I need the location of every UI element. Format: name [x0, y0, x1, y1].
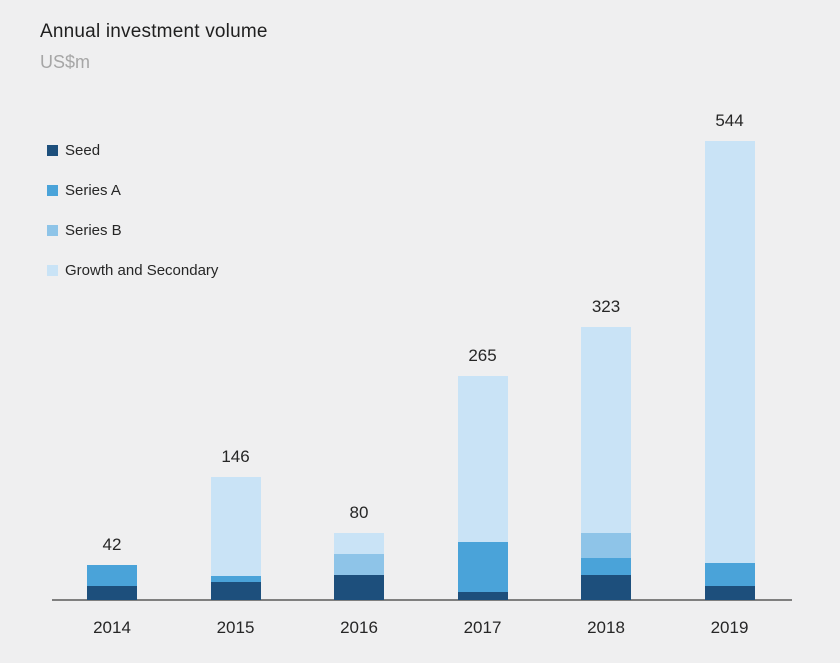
legend: Seed Series A Series B Growth and Secondary: [47, 138, 218, 298]
legend-swatch-growth-and-secondary: [47, 265, 58, 276]
legend-item-series-a: Series A: [47, 178, 218, 203]
bar-2015-segment-seed: [210, 582, 261, 600]
bar-2019-segment-series-a: [704, 562, 755, 586]
bar-2019-segment-growth-and-secondary: [704, 141, 755, 563]
x-axis-label-2018: 2018: [587, 618, 625, 637]
bar-2018-segment-growth-and-secondary: [581, 327, 631, 533]
bar-2019-segment-seed: [704, 585, 755, 600]
legend-swatch-seed: [47, 145, 58, 156]
bar-2018-segment-series-a: [581, 557, 631, 575]
legend-swatch-series-a: [47, 185, 58, 196]
legend-swatch-series-b: [47, 225, 58, 236]
bar-2018-segment-series-b: [581, 532, 631, 558]
bar-2016-segment-seed: [334, 574, 384, 600]
bar-2017-segment-series-a: [457, 541, 508, 592]
legend-item-series-b: Series B: [47, 218, 218, 243]
legend-item-growth-and-secondary: Growth and Secondary: [47, 258, 218, 283]
bar-2017-segment-seed: [457, 591, 508, 600]
x-axis-label-2019: 2019: [710, 618, 749, 637]
legend-item-seed: Seed: [47, 138, 218, 163]
bar-value-label-2017: 265: [468, 346, 497, 366]
bar-value-label-2014: 42: [102, 534, 122, 554]
bar-value-label-2015: 146: [221, 446, 250, 466]
x-axis-label-2015: 2015: [216, 618, 255, 637]
bar-2015-segment-growth-and-secondary: [210, 476, 261, 576]
bar-value-label-2019: 544: [715, 111, 744, 130]
legend-label: Series B: [65, 222, 122, 239]
bar-2014-segment-series-a: [87, 564, 137, 586]
bar-value-label-2016: 80: [349, 502, 369, 522]
bar-2017-segment-growth-and-secondary: [457, 376, 508, 542]
bar-2018-segment-seed: [581, 574, 631, 600]
x-axis-label-2017: 2017: [463, 618, 502, 637]
x-axis-label-2016: 2016: [340, 618, 378, 637]
x-axis-label-2014: 2014: [93, 618, 131, 637]
legend-label: Series A: [65, 182, 121, 199]
x-axis-line: [52, 599, 792, 601]
bar-2015-segment-series-a: [210, 575, 261, 583]
legend-label: Seed: [65, 142, 101, 159]
legend-label: Growth and Secondary: [65, 262, 219, 279]
chart-title: Annual investment volume: [40, 21, 268, 42]
bar-2016-segment-series-b: [334, 554, 384, 575]
bar-2014-segment-seed: [87, 585, 137, 600]
bar-value-label-2018: 323: [591, 297, 621, 317]
chart-subtitle: US$m: [40, 52, 91, 72]
bar-2016-segment-growth-and-secondary: [334, 532, 384, 555]
